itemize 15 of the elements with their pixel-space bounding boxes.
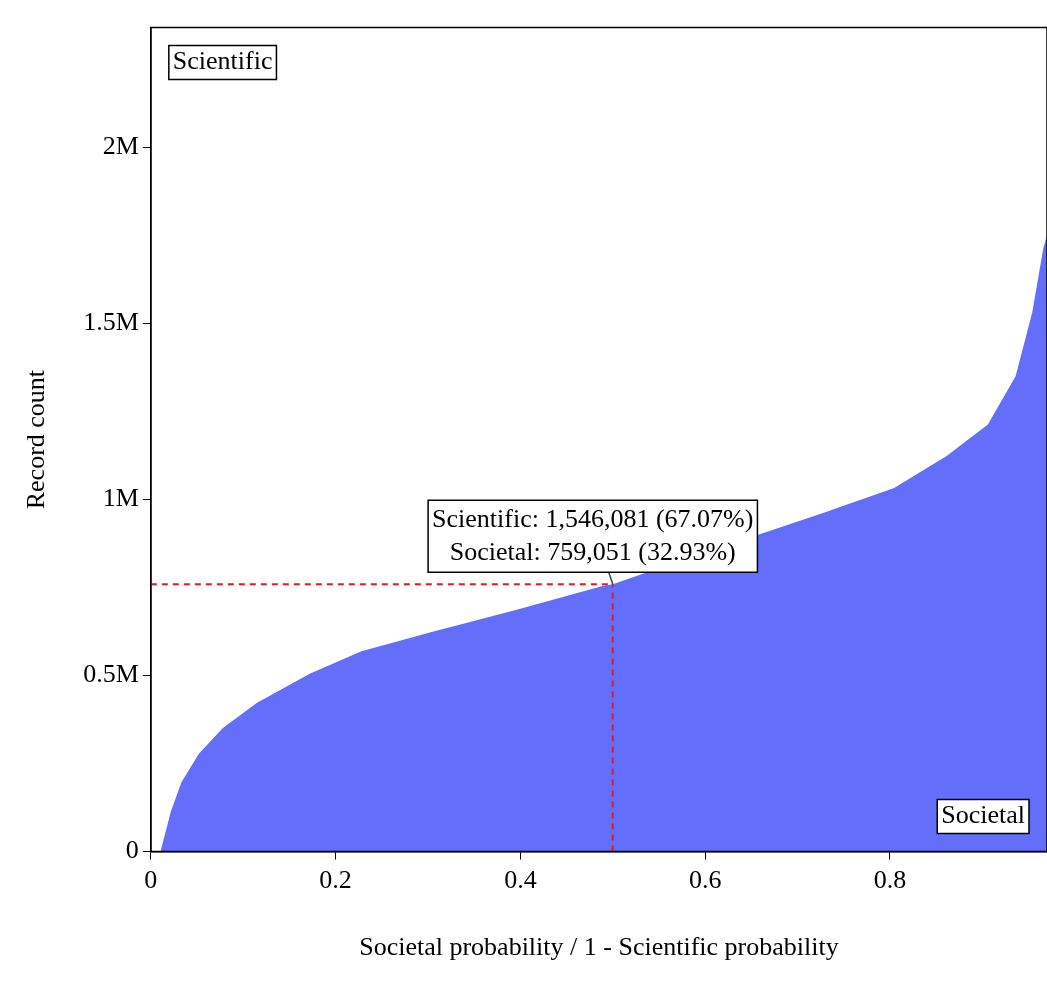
- x-tick-label: 0.6: [688, 865, 722, 895]
- annotation: Societal: [941, 800, 1026, 830]
- y-axis-title: Record count: [21, 369, 51, 510]
- annotation: Scientific: [172, 46, 273, 76]
- x-axis-title: Societal probability / 1 - Scientific probability: [359, 932, 839, 962]
- y-tick-label: 0.5M: [83, 659, 139, 689]
- y-tick-label: 0: [125, 835, 139, 865]
- y-tick-label: 1M: [102, 483, 139, 513]
- y-tick-label: 2M: [102, 131, 139, 161]
- y-tick-label: 1.5M: [83, 307, 139, 337]
- x-tick-label: 0.8: [873, 865, 907, 895]
- x-tick-label: 0.2: [319, 865, 352, 895]
- annotation: Scientific: 1,546,081 (67.07%) Societal: 759,051 (32.93%): [432, 503, 754, 566]
- x-tick-label: 0: [144, 865, 158, 895]
- x-tick-label: 0.4: [504, 865, 537, 895]
